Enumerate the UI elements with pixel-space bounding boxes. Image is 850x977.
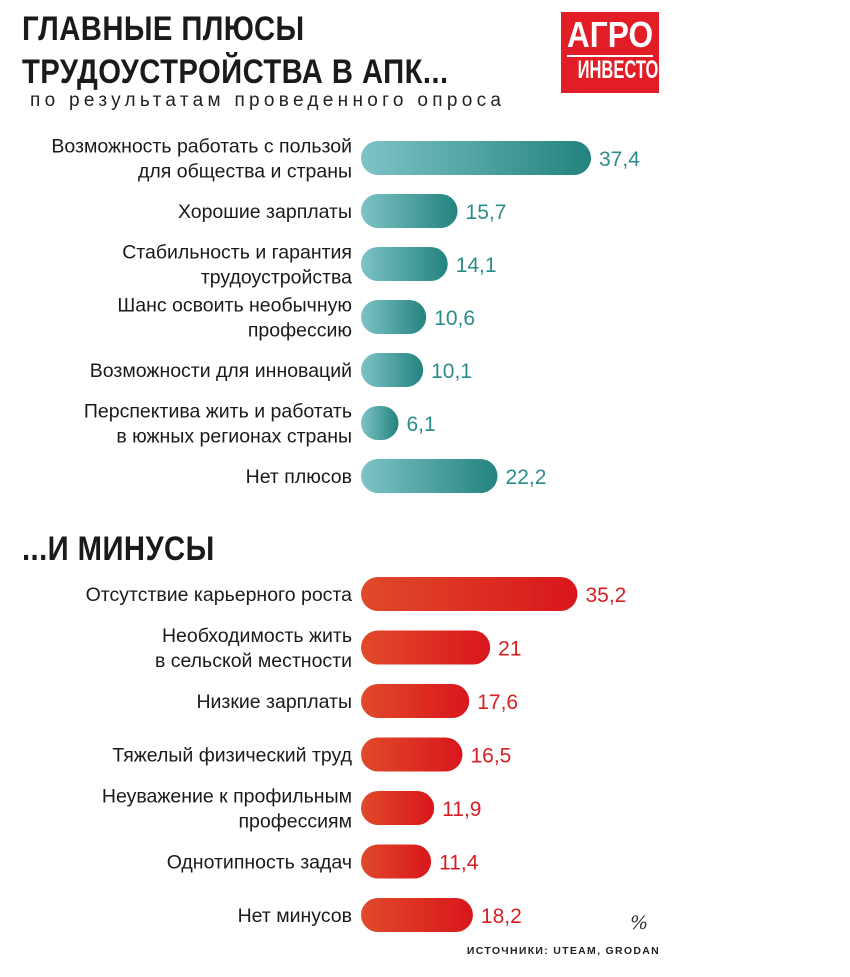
plus-category-label-1-line-1: Возможность работать с пользой [51, 136, 352, 158]
chart-subtitle: по результатам проведенного опроса [30, 90, 506, 111]
plus-value-label-1: 37,4 [599, 148, 640, 171]
plus-value-label-3: 14,1 [456, 254, 497, 277]
plus-category-label-6-line-1: Перспектива жить и работать [84, 401, 352, 423]
minus-value-label-7: 18,2 [481, 905, 522, 928]
minus-category-label-4-line-1: Тяжелый физический труд [112, 745, 352, 767]
plus-value-label-6: 6,1 [407, 413, 436, 436]
minus-value-label-3: 17,6 [477, 691, 518, 714]
source-note: ИСТОЧНИКИ: UTEAM, GRODAN [466, 945, 660, 957]
plus-category-label-5-line-1: Возможности для инноваций [90, 360, 352, 382]
minus-category-label-7-line-1: Нет минусов [238, 905, 352, 927]
chart-marks: 37,4 Возможность работать с пользой для об… [51, 136, 640, 932]
plus-category-label-1-line-2: для общества и страны [138, 161, 352, 183]
plus-bar-7 [361, 459, 498, 493]
minus-bar-2 [361, 630, 491, 665]
plus-category-label-4-line-2: профессию [248, 320, 352, 342]
plus-category-label-2-line-1: Хорошие зарплаты [178, 201, 352, 223]
minus-bar-3 [361, 684, 470, 718]
minus-bar-5 [361, 791, 435, 825]
minus-bar-7 [361, 898, 473, 932]
plus-value-label-7: 22,2 [506, 466, 547, 489]
agroinvestor-logo: АГРО ИНВЕСТОР [561, 12, 659, 93]
minus-category-label-3-line-1: Низкие зарплаты [196, 691, 352, 713]
plus-bar-4 [361, 300, 427, 334]
plus-category-label-3-line-1: Стабильность и гарантия [122, 242, 352, 264]
minus-bar-4 [361, 737, 463, 772]
plus-bar-2 [361, 194, 458, 228]
minuses-section-title: ...И МИНУСЫ [22, 530, 215, 568]
plus-category-label-7-line-1: Нет плюсов [246, 466, 352, 488]
minus-category-label-2-line-2: в сельской местности [155, 650, 352, 672]
plus-value-label-5: 10,1 [431, 360, 472, 383]
minus-category-label-1-line-1: Отсутствие карьерного роста [86, 584, 352, 606]
plus-category-label-3-line-2: трудоустройства [201, 267, 352, 289]
minus-value-label-2: 21 [498, 638, 521, 661]
chart-title: ГЛАВНЫЕ ПЛЮСЫ ТРУДОУСТРОЙСТВА В АПК... [22, 8, 469, 94]
plus-category-label-6-line-2: в южных регионах страны [116, 426, 352, 448]
chart-title-line-1: ГЛАВНЫЕ ПЛЮСЫ [22, 10, 305, 48]
minus-bar-1 [361, 577, 578, 611]
plus-bar-5 [361, 353, 424, 387]
logo-text-line-1: АГРО [566, 14, 654, 55]
minus-category-label-5-line-2: профессиям [239, 811, 353, 833]
minus-category-label-6-line-1: Однотипность задач [167, 852, 352, 874]
minus-category-label-5-line-1: Неуважение к профильным [102, 786, 352, 808]
plus-category-label-4-line-1: Шанс освоить необычную [117, 295, 352, 317]
chart-title-line-2: ТРУДОУСТРОЙСТВА В АПК... [22, 53, 449, 91]
plus-bar-6 [361, 406, 399, 440]
minus-value-label-1: 35,2 [585, 584, 626, 607]
minus-value-label-5: 11,9 [442, 798, 481, 821]
minus-bar-6 [361, 844, 432, 879]
plus-bar-1 [361, 141, 592, 175]
unit-label: % [630, 912, 649, 934]
plus-value-label-4: 10,6 [434, 307, 475, 330]
plus-value-label-2: 15,7 [466, 201, 507, 224]
minus-value-label-6: 11,4 [439, 852, 479, 875]
logo-divider [567, 55, 653, 57]
plus-bar-3 [361, 247, 448, 281]
minus-category-label-2-line-1: Необходимость жить [162, 625, 352, 647]
minus-value-label-4: 16,5 [470, 745, 511, 768]
